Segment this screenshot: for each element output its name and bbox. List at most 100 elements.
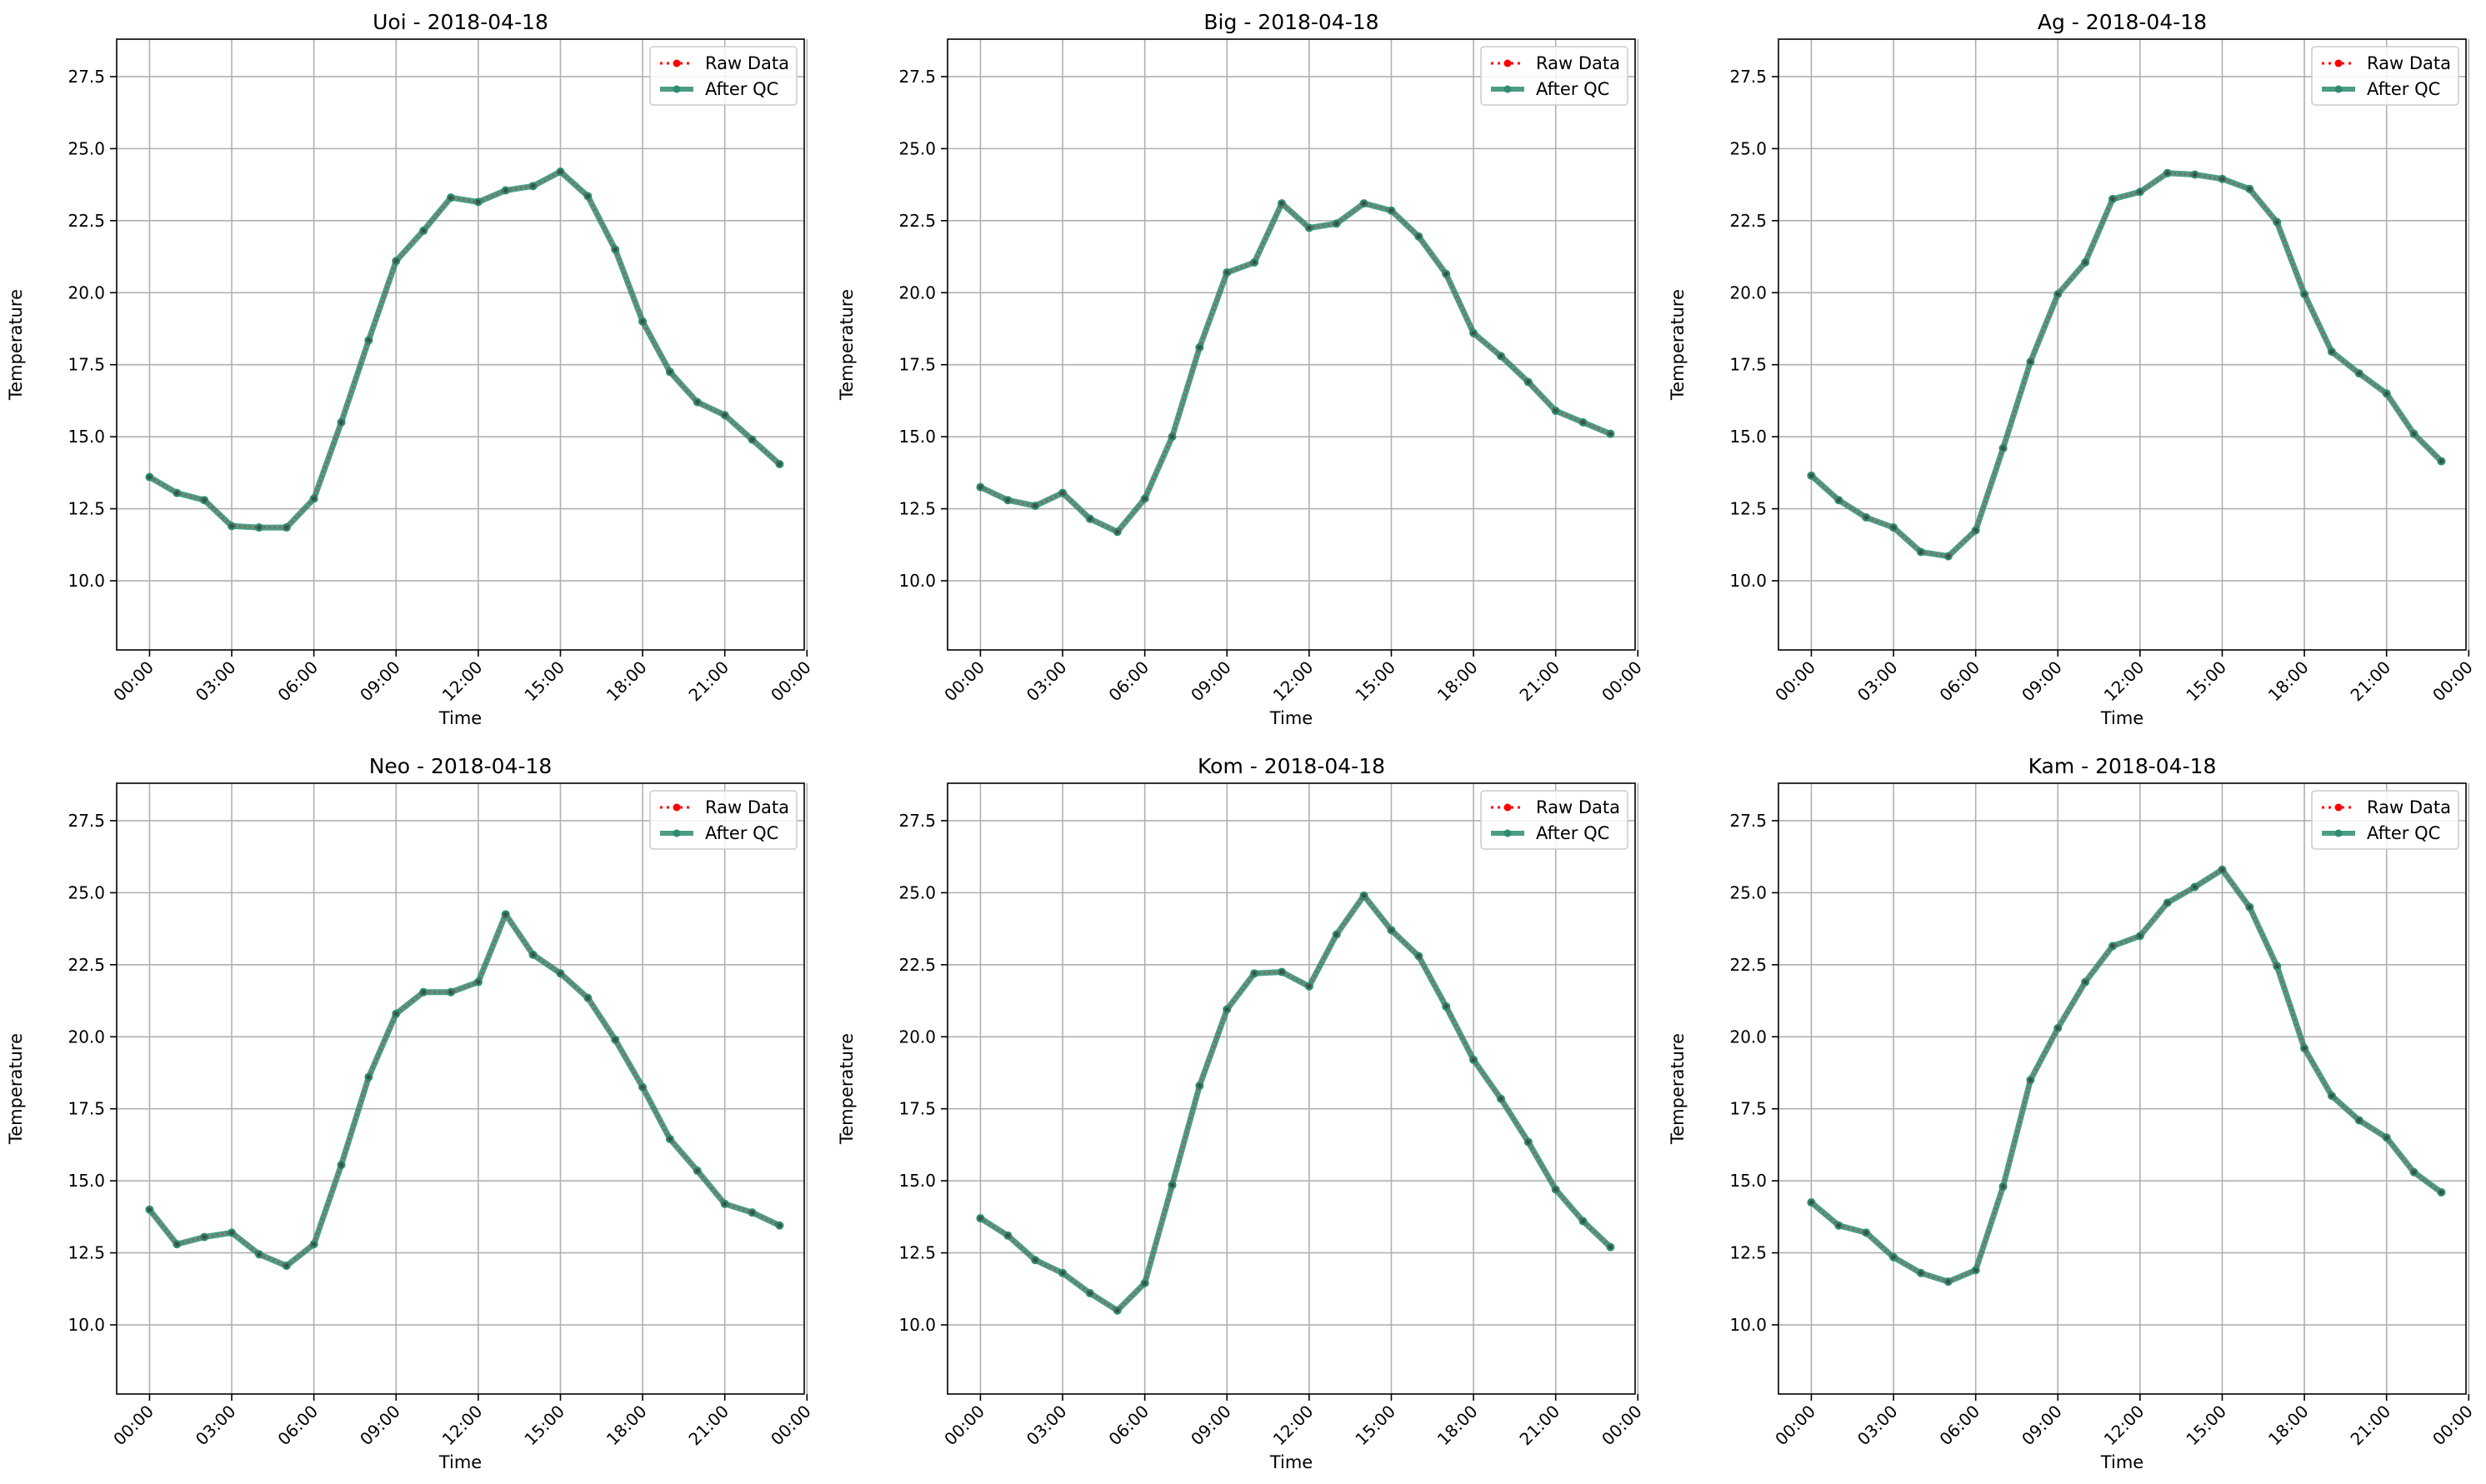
y-tick-label: 12.5 [68,499,105,519]
legend-label-raw-data: Raw Data [2367,53,2451,73]
axes-frame [1778,782,2467,1395]
legend: Raw Data After QC [2311,46,2459,106]
series-line-after-qc [147,911,781,1269]
data-point-raw-data [503,912,508,917]
series-line-after-qc [978,200,1612,535]
data-point-raw-data [2110,943,2115,948]
data-point-raw-data [2247,905,2252,910]
plot-area [948,39,1635,650]
data-point-raw-data [2083,260,2088,265]
data-point-raw-data [2411,1170,2417,1175]
y-tick-label: 20.0 [1729,1027,1767,1047]
data-point-raw-data [2028,1077,2033,1082]
legend-marker-raw-data [2334,59,2343,67]
x-axis-label: Time [2100,708,2143,728]
x-tick-label: 21:00 [684,657,733,706]
data-point-raw-data [777,1223,783,1228]
data-point-raw-data [777,462,783,467]
data-point-raw-data [1115,1308,1120,1313]
data-point-raw-data [1388,208,1394,213]
y-tick-label: 27.5 [1729,67,1767,87]
x-tick-label: 15:00 [1351,657,1399,706]
legend-label-after-qc: After QC [1536,79,1609,99]
y-tick-label: 20.0 [68,282,105,302]
y-tick-label: 17.5 [898,355,936,375]
chart-title: Kom - 2018-04-18 [1198,754,1385,778]
x-tick-label: 00:00 [109,1402,158,1450]
x-tick-label: 15:00 [1351,1402,1399,1450]
legend-label-after-qc: After QC [2367,823,2440,843]
data-point-raw-data [2138,933,2143,938]
x-tick-label: 00:00 [940,1402,988,1450]
y-tick-label: 27.5 [68,67,105,87]
y-tick-label: 12.5 [898,499,936,519]
chart-title: Neo - 2018-04-18 [369,754,553,778]
data-point-raw-data [2438,458,2444,464]
y-axis-label: Temperature [1668,1033,1688,1145]
chart-title: Big - 2018-04-18 [1203,10,1378,34]
data-point-raw-data [257,525,262,530]
y-tick-label: 15.0 [898,427,936,447]
series-line-raw-data [1810,172,2443,557]
data-point-raw-data [2302,1046,2307,1051]
y-tick-label: 12.5 [898,1243,936,1263]
y-axis-label: Temperature [837,1033,857,1145]
data-point-raw-data [1580,1218,1586,1224]
data-point-raw-data [174,1242,179,1247]
data-point-raw-data [1033,1257,1038,1262]
y-tick-label: 25.0 [68,138,105,158]
plot-area [117,783,804,1394]
data-point-raw-data [978,485,983,490]
data-point-raw-data [2110,197,2115,202]
data-point-raw-data [1973,527,1978,533]
x-tick-label: 00:00 [1598,1402,1646,1450]
legend-marker-after-qc [2334,829,2343,837]
data-point-raw-data [2219,867,2225,872]
y-tick-label: 10.0 [68,1315,105,1335]
data-point-raw-data [1115,529,1120,534]
axes-frame [116,782,805,1395]
y-axis-label: Temperature [1668,289,1688,401]
y-tick-label: 17.5 [1729,355,1767,375]
data-point-raw-data [640,1085,645,1090]
x-tick-label: 12:00 [1269,657,1318,706]
y-tick-label: 20.0 [898,282,936,302]
x-tick-label: 18:00 [2264,1402,2313,1450]
data-point-raw-data [2219,177,2225,182]
legend-marker-raw-data [1503,59,1512,67]
x-tick-label: 06:00 [1935,1402,1983,1450]
data-point-raw-data [1143,496,1148,502]
x-tick-label: 12:00 [438,657,487,706]
legend-marker-raw-data [2334,803,2343,812]
data-point-raw-data [1033,503,1038,508]
data-point-raw-data [1005,497,1010,502]
y-tick-label: 22.5 [1729,955,1767,975]
data-point-raw-data [2083,979,2088,985]
legend-marker-after-qc [673,829,681,837]
x-axis-label: Time [438,1452,482,1472]
x-tick-label: 00:00 [1771,657,1819,706]
x-tick-label: 00:00 [767,1402,815,1450]
subplot: 00:00 03:00 06:00 09:00 12:00 15:00 18:00 21:00… [837,754,1646,1472]
x-tick-label: 18:00 [1433,657,1482,706]
data-point-raw-data [2000,446,2006,451]
plot-area [1778,39,2466,650]
x-tick-label: 12:00 [438,1402,487,1450]
data-point-raw-data [558,971,563,976]
y-tick-label: 10.0 [68,571,105,591]
data-point-raw-data [2329,349,2334,354]
x-tick-label: 18:00 [2264,657,2313,706]
x-tick-label: 06:00 [1104,657,1153,706]
legend: Raw Data After QC [2311,790,2459,850]
data-point-raw-data [585,193,590,199]
chart-title: Ag - 2018-04-18 [2038,10,2207,34]
x-tick-label: 00:00 [767,657,815,706]
x-tick-label: 12:00 [1269,1402,1318,1450]
y-tick-label: 22.5 [1729,211,1767,231]
data-point-raw-data [1279,201,1284,206]
data-point-raw-data [1252,971,1257,976]
y-tick-label: 15.0 [68,1171,105,1191]
legend: Raw Data After QC [1480,46,1628,106]
data-point-raw-data [1416,953,1421,959]
y-tick-label: 12.5 [1729,1243,1767,1263]
